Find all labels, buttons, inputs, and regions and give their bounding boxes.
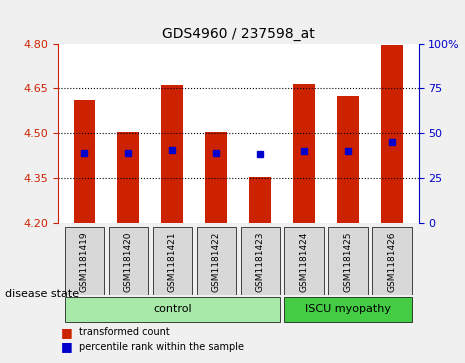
Title: GDS4960 / 237598_at: GDS4960 / 237598_at: [162, 27, 315, 41]
Text: disease state: disease state: [5, 289, 79, 299]
Bar: [249, 177, 271, 223]
FancyBboxPatch shape: [109, 227, 148, 295]
FancyBboxPatch shape: [197, 227, 236, 295]
Text: transformed count: transformed count: [79, 327, 170, 337]
FancyBboxPatch shape: [372, 227, 412, 295]
Text: control: control: [153, 304, 192, 314]
Text: GSM1181423: GSM1181423: [256, 231, 265, 291]
Text: GSM1181420: GSM1181420: [124, 231, 133, 291]
Text: ■: ■: [60, 326, 72, 339]
FancyBboxPatch shape: [240, 227, 280, 295]
Bar: [206, 132, 227, 223]
FancyBboxPatch shape: [65, 297, 280, 322]
Text: GSM1181424: GSM1181424: [300, 231, 309, 291]
FancyBboxPatch shape: [328, 227, 368, 295]
Bar: [381, 45, 403, 223]
Bar: [293, 84, 315, 223]
Text: GSM1181426: GSM1181426: [388, 231, 397, 291]
FancyBboxPatch shape: [285, 297, 412, 322]
Text: GSM1181419: GSM1181419: [80, 231, 89, 291]
Text: GSM1181422: GSM1181422: [212, 231, 221, 291]
Bar: [73, 101, 95, 223]
Bar: [337, 96, 359, 223]
FancyBboxPatch shape: [65, 227, 104, 295]
FancyBboxPatch shape: [153, 227, 192, 295]
Text: percentile rank within the sample: percentile rank within the sample: [79, 342, 244, 352]
Bar: [161, 86, 183, 223]
Text: GSM1181421: GSM1181421: [168, 231, 177, 291]
Bar: [118, 132, 140, 223]
Text: ■: ■: [60, 340, 72, 353]
Text: GSM1181425: GSM1181425: [344, 231, 352, 291]
FancyBboxPatch shape: [285, 227, 324, 295]
Text: ISCU myopathy: ISCU myopathy: [305, 304, 391, 314]
